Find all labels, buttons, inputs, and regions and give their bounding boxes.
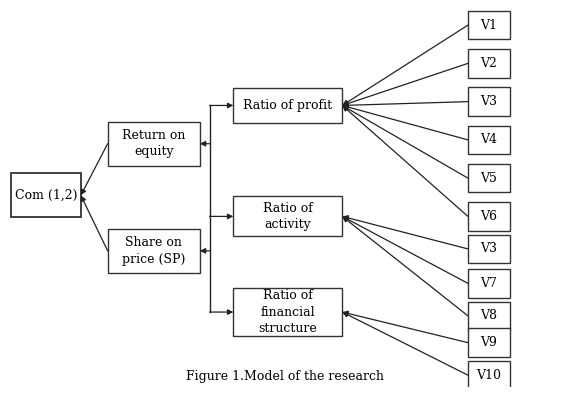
FancyBboxPatch shape xyxy=(233,196,342,236)
Text: V8: V8 xyxy=(481,309,498,322)
Text: Share on
price (SP): Share on price (SP) xyxy=(122,236,185,266)
FancyBboxPatch shape xyxy=(468,269,510,298)
Text: Ratio of profit: Ratio of profit xyxy=(243,99,332,112)
FancyBboxPatch shape xyxy=(468,49,510,78)
Text: V3: V3 xyxy=(481,243,498,256)
FancyBboxPatch shape xyxy=(233,288,342,336)
Text: Figure 1.Model of the research: Figure 1.Model of the research xyxy=(186,370,384,383)
FancyBboxPatch shape xyxy=(108,229,200,273)
Text: Ratio of
activity: Ratio of activity xyxy=(263,201,313,231)
Text: Com (1,2): Com (1,2) xyxy=(15,189,77,202)
Text: Return on
equity: Return on equity xyxy=(122,129,185,158)
Text: Ratio of
financial
structure: Ratio of financial structure xyxy=(258,289,317,335)
FancyBboxPatch shape xyxy=(468,87,510,116)
FancyBboxPatch shape xyxy=(468,234,510,263)
Text: V3: V3 xyxy=(481,95,498,108)
Text: V6: V6 xyxy=(481,210,498,223)
FancyBboxPatch shape xyxy=(468,361,510,389)
FancyBboxPatch shape xyxy=(468,302,510,330)
Text: V7: V7 xyxy=(481,277,498,290)
FancyBboxPatch shape xyxy=(468,164,510,193)
FancyBboxPatch shape xyxy=(468,125,510,154)
FancyBboxPatch shape xyxy=(233,88,342,123)
FancyBboxPatch shape xyxy=(468,328,510,357)
Text: V9: V9 xyxy=(481,336,498,349)
Text: V2: V2 xyxy=(481,57,498,70)
FancyBboxPatch shape xyxy=(468,202,510,231)
FancyBboxPatch shape xyxy=(108,122,200,166)
Text: V4: V4 xyxy=(481,133,498,147)
FancyBboxPatch shape xyxy=(468,11,510,39)
Text: V1: V1 xyxy=(481,19,498,32)
Text: V10: V10 xyxy=(477,369,502,382)
Text: V5: V5 xyxy=(481,172,498,185)
FancyBboxPatch shape xyxy=(11,173,81,217)
